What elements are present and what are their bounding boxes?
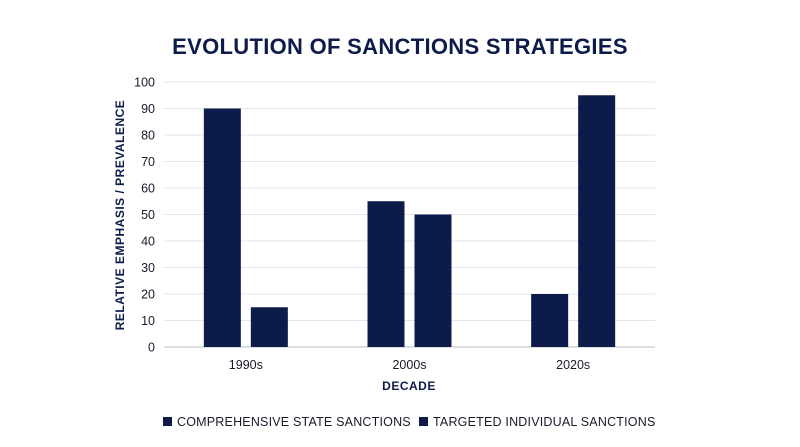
bar-2000s-comprehensive — [367, 201, 405, 347]
legend: COMPREHENSIVE STATE SANCTIONS TARGETED IN… — [163, 415, 656, 429]
chart-title: EVOLUTION OF SANCTIONS STRATEGIES — [172, 34, 628, 59]
x-tick-label: 2020s — [556, 358, 590, 372]
bar-2000s-targeted — [414, 214, 452, 347]
legend-item: TARGETED INDIVIDUAL SANCTIONS — [419, 415, 656, 429]
y-tick-label: 100 — [134, 76, 155, 90]
legend-swatch — [163, 417, 172, 426]
legend-swatch — [419, 417, 428, 426]
y-tick-label: 20 — [141, 288, 155, 302]
y-tick-label: 40 — [141, 235, 155, 249]
bar-1990s-comprehensive — [203, 108, 241, 347]
y-tick-label: 70 — [141, 155, 155, 169]
y-tick-label: 50 — [141, 208, 155, 222]
legend-label: COMPREHENSIVE STATE SANCTIONS — [177, 415, 411, 429]
y-tick-label: 80 — [141, 129, 155, 143]
bars — [203, 95, 616, 347]
y-tick-label: 90 — [141, 102, 155, 116]
y-axis-title: RELATIVE EMPHASIS / PREVALENCE — [113, 100, 127, 331]
x-axis-title: DECADE — [382, 379, 436, 393]
bar-2020s-comprehensive — [531, 294, 569, 347]
y-tick-label: 0 — [148, 341, 155, 355]
gridlines — [164, 81, 655, 348]
y-tick-label: 30 — [141, 261, 155, 275]
y-tick-label: 60 — [141, 182, 155, 196]
legend-item: COMPREHENSIVE STATE SANCTIONS — [163, 415, 411, 429]
x-tick-label: 1990s — [229, 358, 263, 372]
bar-1990s-targeted — [250, 307, 288, 347]
y-axis-ticks: 0 10 20 30 40 50 60 70 80 90 100 — [134, 76, 155, 355]
x-axis-ticks: 1990s 2000s 2020s — [229, 358, 590, 372]
legend-label: TARGETED INDIVIDUAL SANCTIONS — [433, 415, 656, 429]
bar-2020s-targeted — [578, 95, 616, 347]
x-tick-label: 2000s — [392, 358, 426, 372]
y-tick-label: 10 — [141, 314, 155, 328]
